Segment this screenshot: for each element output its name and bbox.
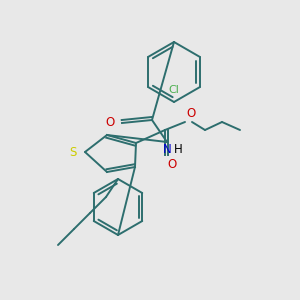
Text: N: N	[163, 143, 171, 156]
Text: O: O	[106, 116, 115, 130]
Text: O: O	[186, 107, 195, 120]
Text: O: O	[167, 158, 177, 171]
Text: S: S	[70, 146, 77, 158]
Text: Cl: Cl	[169, 85, 179, 95]
Text: H: H	[174, 143, 182, 156]
